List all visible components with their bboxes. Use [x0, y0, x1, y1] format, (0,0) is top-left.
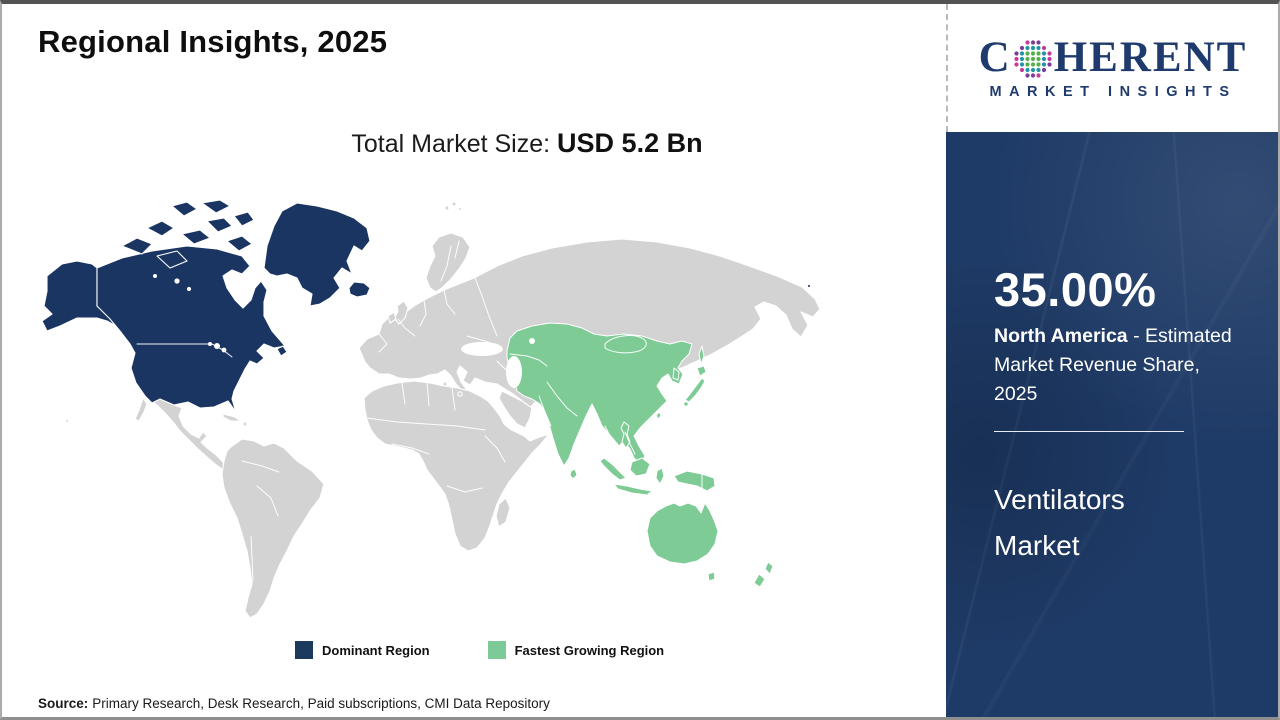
brand-logo: C HERENT MARKET INSIGHTS	[946, 4, 1278, 132]
region-name: North America	[994, 325, 1128, 347]
sidebar-panel: 35.00% North America - Estimated Market …	[946, 132, 1278, 717]
page-title: Regional Insights, 2025	[38, 24, 388, 59]
share-desc-text: - Estimated Market Revenue Share, 2025	[994, 325, 1232, 405]
country-borders	[136, 240, 703, 582]
legend-item-dominant: Dominant Region	[295, 641, 430, 659]
world-map	[27, 186, 837, 636]
world-map-svg	[41, 199, 821, 619]
source-text: Primary Research, Desk Research, Paid su…	[92, 696, 550, 711]
map-legend: Dominant Region Fastest Growing Region	[295, 641, 664, 659]
legend-item-fastest-growing: Fastest Growing Region	[487, 641, 665, 659]
brand-letters-rest: HERENT	[1053, 34, 1248, 81]
fastest-growing-label: Fastest Growing Region	[514, 642, 665, 658]
brand-wordmark: C HERENT	[979, 36, 1248, 79]
fastest-growing-swatch	[487, 641, 506, 659]
brand-subtitle: MARKET INSIGHTS	[989, 84, 1237, 100]
dominant-region-label: Dominant Region	[322, 642, 430, 658]
source-note: Source: Primary Research, Desk Research, …	[38, 696, 550, 711]
total-market-size: Total Market Size: USD 5.2 Bn	[2, 128, 948, 159]
dominant-region-swatch	[295, 641, 313, 659]
inland-seas	[153, 274, 535, 388]
total-market-size-value: USD 5.2 Bn	[557, 128, 703, 158]
panel-divider	[994, 431, 1184, 432]
fastest-growing-region-asia-pacific	[506, 322, 774, 588]
globe-dots-icon	[1014, 39, 1052, 78]
brand-letter-c: C	[978, 34, 1012, 81]
market-share-description: North America - Estimated Market Revenue…	[994, 322, 1236, 409]
market-name: Ventilators Market	[994, 484, 1125, 561]
total-market-size-label: Total Market Size:	[351, 130, 551, 158]
dominant-region-north-america	[41, 199, 812, 413]
main-area: Regional Insights, 2025 Total Market Siz…	[2, 4, 948, 717]
source-label: Source:	[38, 696, 89, 711]
other-regions	[64, 201, 821, 619]
market-share-value: 35.00%	[994, 263, 1157, 316]
right-column: C HERENT MARKET INSIGHTS 35.00% North Am…	[946, 4, 1278, 717]
